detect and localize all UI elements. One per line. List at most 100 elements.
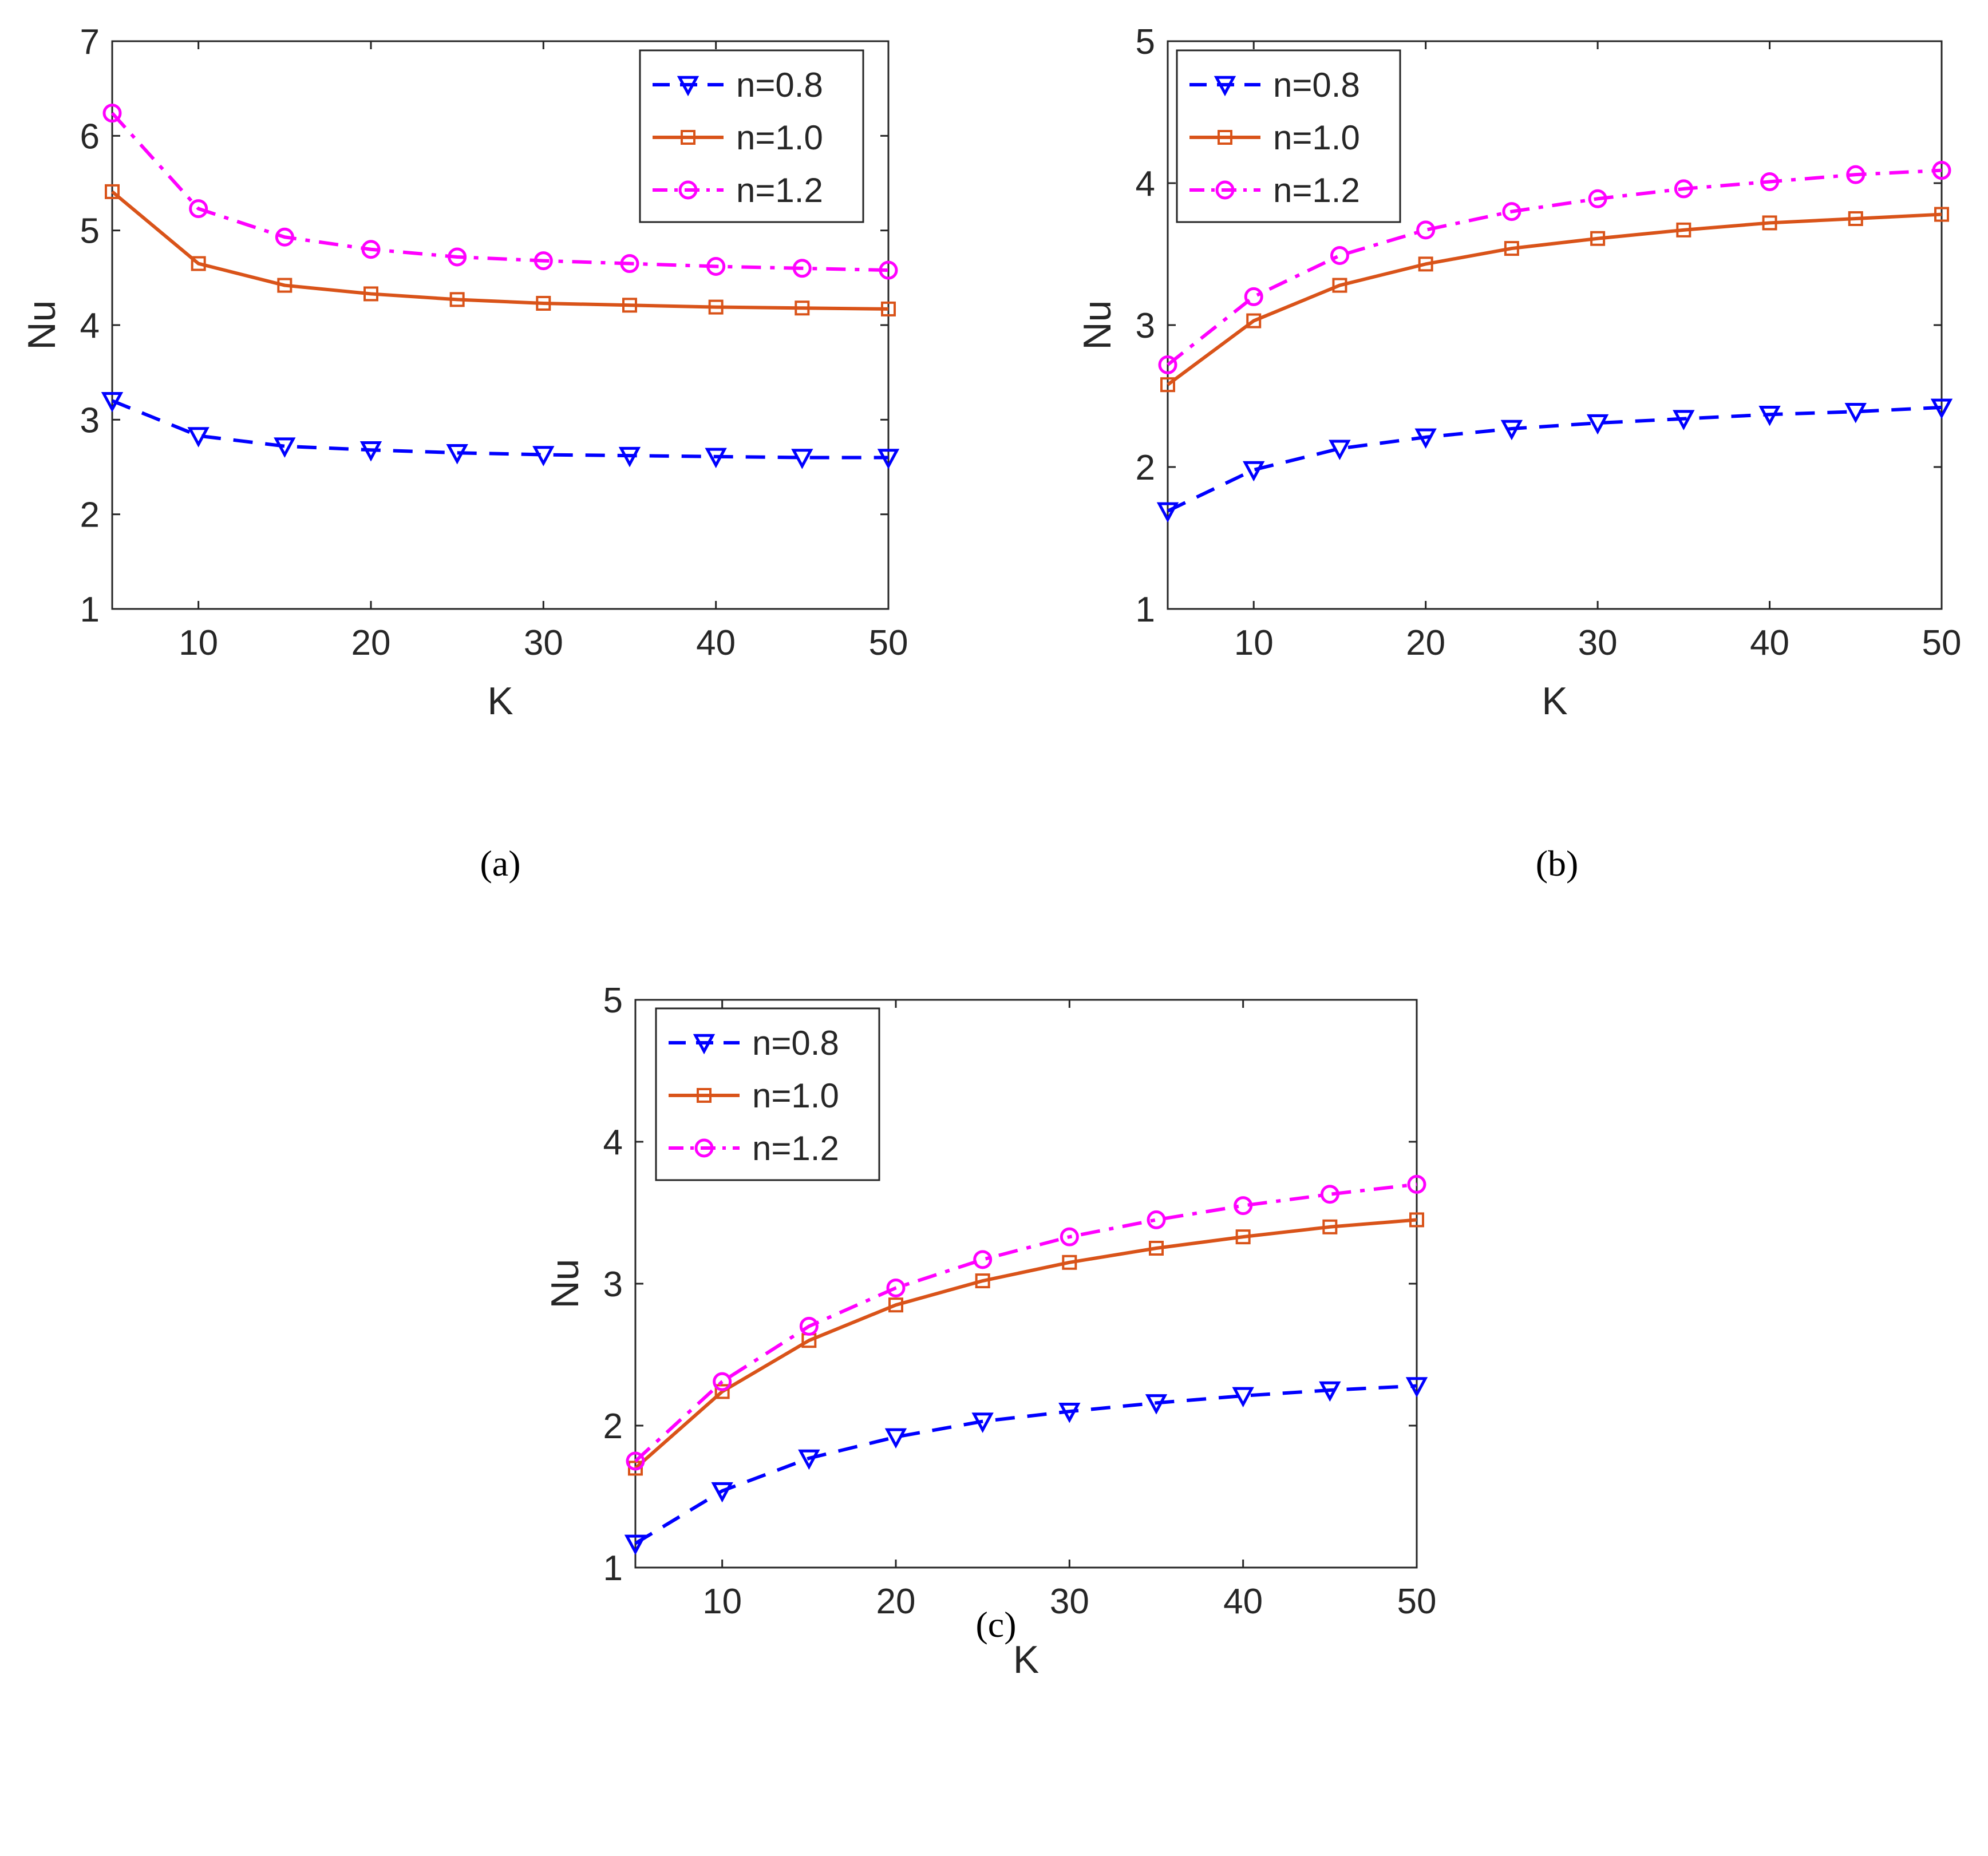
data-point-n=1.0 (1160, 377, 1175, 393)
y-axis-label: Nu (1076, 300, 1119, 350)
data-point-n=1.2 (189, 199, 208, 219)
data-point-n=1.2 (706, 256, 726, 276)
legend-entry-label: n=1.2 (1273, 171, 1360, 209)
x-tick-label: 30 (1050, 1582, 1089, 1621)
data-point-n=0.8 (1405, 1377, 1428, 1398)
data-point-n=1.2 (626, 1451, 645, 1471)
legend-marker (1214, 76, 1236, 97)
data-point-n=0.8 (791, 449, 813, 469)
data-point-n=1.0 (628, 1461, 643, 1476)
data-point-n=1.0 (1590, 231, 1606, 246)
x-tick-label: 10 (702, 1582, 742, 1621)
y-tick-label: 6 (80, 117, 100, 156)
data-point-n=1.2 (1588, 189, 1607, 208)
y-tick-label: 2 (80, 496, 100, 535)
data-point-n=1.0 (1848, 211, 1863, 226)
legend-entry-label: n=1.2 (736, 171, 823, 209)
legend-marker (1215, 180, 1235, 200)
data-point-n=1.0 (191, 256, 206, 271)
x-tick-label: 10 (1234, 623, 1274, 663)
data-point-n=0.8 (1500, 420, 1523, 441)
data-point-n=0.8 (1243, 461, 1265, 482)
data-point-n=1.2 (533, 251, 553, 271)
data-point-n=1.2 (1502, 202, 1521, 221)
y-tick-label: 3 (1136, 306, 1155, 346)
legend-entry-label: n=1.0 (1273, 118, 1360, 157)
data-point-n=1.0 (363, 286, 378, 302)
y-tick-label: 5 (603, 981, 623, 1020)
y-tick-label: 3 (80, 401, 100, 440)
y-tick-label: 3 (603, 1265, 623, 1304)
data-point-n=0.8 (1329, 440, 1351, 461)
y-tick-label: 4 (80, 306, 100, 346)
data-point-n=1.2 (1330, 246, 1349, 265)
series-line-n=0.8 (111, 399, 888, 460)
y-tick-label: 4 (603, 1123, 623, 1162)
data-point-n=1.2 (102, 104, 122, 123)
data-point-n=0.8 (446, 444, 468, 465)
legend-entry-label: n=0.8 (752, 1024, 839, 1062)
panel-caption: (b) (1536, 843, 1579, 884)
y-tick-label: 1 (603, 1549, 623, 1588)
data-point-n=1.0 (1322, 1219, 1338, 1234)
panel-a-chart: 1 2 3 4 5 6 7 10 20 30 40 50 K Nu n=0.8 n=1.0 n=1.2 (a) (20, 22, 908, 884)
legend-marker (681, 130, 695, 145)
data-point-n=1.2 (1060, 1227, 1079, 1246)
x-tick-label: 40 (696, 623, 736, 663)
data-point-n=1.0 (795, 300, 810, 316)
series-line-n=1.2 (110, 112, 889, 272)
data-point-n=1.2 (792, 259, 812, 278)
data-point-n=1.0 (714, 1384, 730, 1399)
data-point-n=1.2 (973, 1250, 993, 1269)
data-point-n=1.2 (1234, 1196, 1253, 1216)
data-point-n=0.8 (971, 1412, 994, 1433)
y-tick-label: 1 (1136, 590, 1155, 630)
series-line-n=1.0 (1167, 212, 1942, 386)
x-axis-label: K (487, 679, 513, 723)
data-point-n=1.2 (448, 247, 467, 267)
data-point-n=1.2 (1760, 172, 1780, 192)
series-line-n=1.2 (1167, 168, 1942, 366)
x-tick-label: 40 (1750, 623, 1789, 663)
data-point-n=1.2 (1147, 1210, 1166, 1229)
y-tick-label: 7 (80, 22, 100, 62)
y-axis-label: Nu (20, 300, 64, 350)
x-tick-label: 30 (1578, 623, 1618, 663)
data-point-n=1.0 (449, 292, 465, 307)
x-tick-label: 20 (876, 1582, 916, 1621)
legend-entry-label: n=0.8 (736, 66, 823, 104)
panel-c-chart: 1 2 3 4 5 10 20 30 40 50 K Nu n=0.8 n=1.0 n=1.2 (c) (543, 981, 1436, 1681)
data-point-n=0.8 (532, 446, 555, 466)
data-point-n=1.2 (275, 227, 294, 247)
data-point-n=1.2 (1932, 161, 1951, 180)
data-point-n=1.2 (620, 254, 639, 274)
data-point-n=1.2 (1244, 287, 1263, 306)
data-point-n=1.2 (799, 1316, 819, 1336)
data-point-n=0.8 (1930, 398, 1953, 420)
data-point-n=1.0 (1409, 1212, 1424, 1228)
data-point-n=1.0 (975, 1273, 990, 1289)
data-point-n=0.8 (1058, 1402, 1081, 1423)
data-point-n=0.8 (1232, 1387, 1254, 1408)
data-point-n=1.0 (1235, 1229, 1251, 1245)
y-tick-label: 5 (80, 212, 100, 251)
series-line-n=1.0 (634, 1218, 1417, 1470)
data-point-n=1.2 (879, 260, 898, 280)
legend-entry-label: n=1.0 (752, 1077, 839, 1115)
data-point-n=1.0 (1934, 207, 1949, 222)
data-point-n=1.0 (1246, 313, 1262, 329)
data-point-n=1.0 (888, 1297, 903, 1313)
legend-entry-label: n=1.2 (752, 1129, 839, 1168)
data-point-n=0.8 (274, 437, 296, 458)
data-point-n=1.0 (622, 298, 637, 313)
x-tick-label: 10 (179, 623, 218, 663)
data-point-n=1.0 (1062, 1255, 1077, 1270)
data-point-n=0.8 (101, 392, 124, 413)
data-point-n=0.8 (624, 1534, 647, 1556)
series-line-n=0.8 (1167, 405, 1942, 513)
y-tick-label: 4 (1136, 164, 1155, 204)
data-point-n=1.2 (1416, 220, 1436, 240)
legend-entry-label: n=1.0 (736, 118, 823, 157)
data-point-n=0.8 (1145, 1394, 1168, 1415)
